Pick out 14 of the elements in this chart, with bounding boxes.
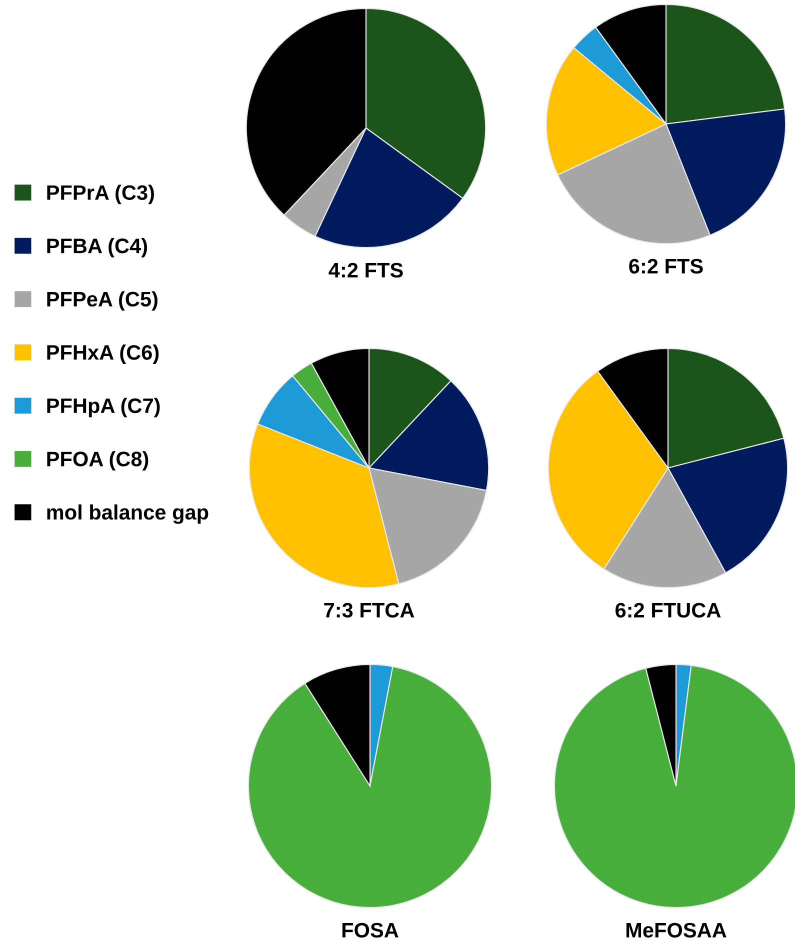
legend-label: PFOA (C8) [47,451,148,471]
text: 4:2 FTS [328,262,403,278]
legend-label: PFPrA (C3) [47,184,154,204]
legend-label: PFHxA (C6) [47,344,159,364]
legend-label: PFPeA (C5) [47,291,158,311]
text: 7:3 FTCA [324,602,414,618]
legend-label: PFBA (C4) [47,238,148,258]
legend-label: PFHpA (C7) [47,398,160,418]
text: FOSA [342,922,398,938]
text: 6:2 FTUCA [616,602,721,618]
text: MeFOSAA [626,922,726,938]
text: 6:2 FTS [629,258,703,274]
pie-slice [248,666,492,908]
legend-label: mol balance gap [47,504,208,524]
